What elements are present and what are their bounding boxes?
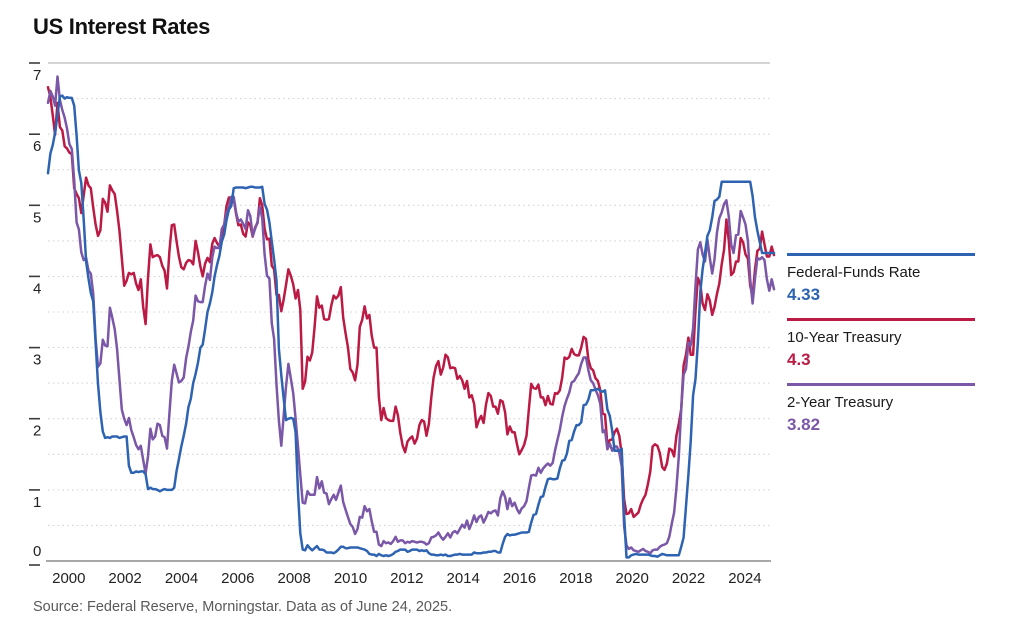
legend-value-federal-funds: 4.33 [787,285,821,304]
svg-text:2018: 2018 [559,570,592,587]
svg-text:5: 5 [33,209,41,226]
legend: Federal-Funds Rate 4.33 10-Year Treasury… [787,253,977,448]
legend-label-federal-funds: Federal-Funds Rate [787,264,921,281]
legend-entry-federal-funds: Federal-Funds Rate 4.33 [787,253,977,306]
svg-text:2002: 2002 [108,570,141,587]
svg-text:2014: 2014 [447,570,480,587]
svg-text:7: 7 [33,67,41,84]
svg-text:2008: 2008 [278,570,311,587]
legend-value-10-year-treasury: 4.3 [787,350,811,369]
svg-text:4: 4 [33,280,41,297]
legend-entry-2-year-treasury: 2-Year Treasury 3.82 [787,383,977,436]
svg-text:3: 3 [33,352,41,369]
legend-entry-10-year-treasury: 10-Year Treasury 4.3 [787,318,977,371]
svg-text:2000: 2000 [52,570,85,587]
source-note: Source: Federal Reserve, Morningstar. Da… [33,599,453,615]
svg-text:6: 6 [33,138,41,155]
legend-value-2-year-treasury: 3.82 [787,415,821,434]
svg-text:2006: 2006 [221,570,254,587]
legend-label-2-year-treasury: 2-Year Treasury [787,394,894,411]
svg-text:2024: 2024 [728,570,761,587]
svg-text:2: 2 [33,423,41,440]
svg-text:2020: 2020 [616,570,649,587]
svg-text:0: 0 [33,543,41,560]
svg-text:2022: 2022 [672,570,705,587]
legend-line-2-year-treasury [787,383,975,386]
legend-label-10-year-treasury: 10-Year Treasury [787,329,902,346]
svg-text:2016: 2016 [503,570,536,587]
svg-text:2012: 2012 [390,570,423,587]
svg-text:2010: 2010 [334,570,367,587]
legend-line-federal-funds [787,253,975,256]
svg-text:2004: 2004 [165,570,198,587]
svg-text:1: 1 [33,494,41,511]
chart-title: US Interest Rates [33,14,211,39]
legend-line-10-year-treasury [787,318,975,321]
